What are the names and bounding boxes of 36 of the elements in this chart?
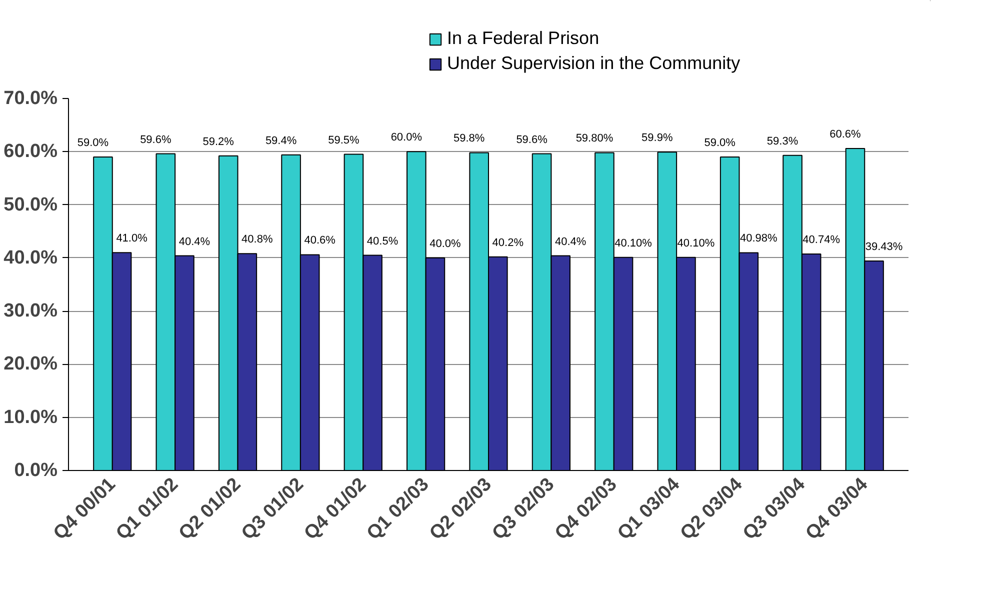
data-label: 40.10% [614,237,652,250]
y-tick-label: 10.0% [4,406,58,428]
y-tick-label: 20.0% [4,354,58,375]
data-label: 40.0% [430,238,462,250]
data-label: 40.4% [178,236,210,248]
data-label: 59.5% [328,134,360,146]
data-label: 59.9% [642,132,673,144]
legend-label: Under Supervision in the Community [447,53,740,74]
legend-label: In a Federal Prison [447,28,600,49]
data-label: 59.8% [454,132,485,145]
data-label: 40.5% [366,235,398,248]
data-label: 59.3% [766,135,798,148]
y-tick-label: 30.0% [4,300,58,322]
data-label: 59.4% [265,134,297,147]
data-label: 39.43% [865,240,903,253]
y-tick-label: 0.0% [14,460,58,481]
data-label: 59.80% [576,132,614,145]
y-tick-label: 70.0% [4,88,58,109]
data-label: 40.6% [304,234,336,247]
data-label: 40.10% [677,237,715,250]
y-tick-label: 60.0% [4,141,58,162]
y-tick-label: 40.0% [4,247,58,268]
data-label: 40.74% [802,234,840,246]
data-label: 40.2% [492,236,524,249]
data-label: 60.6% [830,128,862,140]
data-label: 59.6% [140,134,172,146]
data-label: 60.0% [390,132,422,144]
data-label: 40.8% [242,234,273,246]
data-label: 59.6% [516,134,548,146]
data-label: 59.0% [77,136,109,149]
data-label: 40.98% [740,232,778,245]
data-label: 59.0% [704,136,736,149]
data-label: 40.4% [554,236,586,248]
data-label: 41.0% [116,232,148,245]
data-label: 59.2% [202,136,234,148]
y-tick-label: 50.0% [4,194,58,216]
